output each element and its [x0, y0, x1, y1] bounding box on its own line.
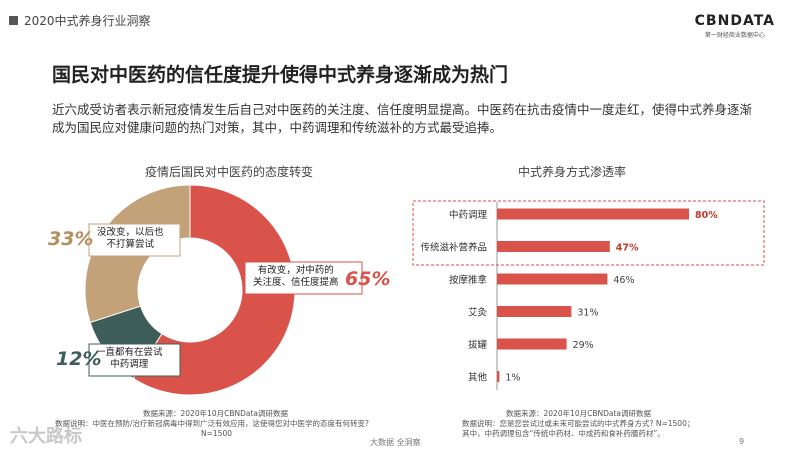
bar-value-label: 31% — [577, 308, 598, 319]
page-title: 国民对中医药的信任度提升使得中式养身逐渐成为热门 — [52, 64, 509, 86]
donut-label-seg1-line1: 一直都有在尝试 — [96, 347, 163, 358]
donut-label-seg2-line2: 不打算尝试 — [106, 239, 155, 250]
section-label: 2020中式养身行业洞察 — [9, 12, 151, 29]
bar-value-label: 80% — [695, 210, 718, 221]
donut-label-seg1: 一直都有在尝试 中药调理 — [96, 347, 163, 371]
bar-category-label: 中药调理 — [449, 209, 488, 221]
bar-chart-title: 中式养身方式渗透率 — [518, 165, 627, 179]
donut-value-seg0: 65% — [345, 268, 391, 290]
bar-category-label: 传统滋补营养品 — [420, 242, 487, 254]
bar-value-label: 29% — [573, 340, 594, 351]
bar-2 — [497, 273, 608, 285]
bar-value-label: 47% — [616, 243, 639, 254]
donut-value-seg1: 12% — [56, 348, 102, 370]
brand-name: CBNDATA — [694, 13, 775, 29]
bar-category-label: 其他 — [468, 372, 488, 384]
footer-left-note: 数据说明：中医在预防/治疗新冠病毒中得到广泛有效应用，这使得您对中医学的态度有何… — [55, 419, 370, 428]
donut-label-seg0: 有改变，对中药的 关注度、信任度提高 — [253, 265, 339, 289]
footer-left-n: N=1500 — [201, 429, 232, 438]
donut-chart-title: 疫情后国民对中医药的态度转变 — [145, 165, 314, 179]
footer-right-note: 数据说明：您是您尝试过或未来可能尝试的中式养身方式? N=1500； — [462, 419, 695, 428]
section-square-icon — [9, 16, 18, 25]
donut-label-box-seg0 — [244, 261, 363, 295]
footer-left-source: 数据来源：2020年10月CBNData调研数据 — [143, 409, 289, 418]
donut-label-seg2: 没改变，以后也 不打算尝试 — [97, 227, 164, 251]
section-label-text: 2020中式养身行业洞察 — [24, 14, 151, 28]
watermark-logo: 六大路标 — [10, 426, 82, 447]
bar-4 — [497, 338, 567, 350]
donut-label-seg0-line1: 有改变，对中药的 — [257, 265, 334, 276]
bar-value-label: 1% — [505, 373, 520, 384]
bar-0 — [497, 208, 689, 220]
bar-value-label: 46% — [613, 275, 634, 286]
footer-right-notes: 数据来源：2020年10月CBNData调研数据 数据说明：您是您尝试过或未来可… — [462, 409, 694, 439]
donut-slice-0 — [132, 184, 296, 396]
donut-label-seg0-line2: 关注度、信任度提高 — [253, 277, 339, 288]
brand-logo: CBNDATA 第一财经商业数据中心 — [695, 13, 775, 39]
page-description: 近六成受访者表示新冠疫情发生后自己对中医药的关注度、信任度明显提高。中医药在抗击… — [52, 102, 753, 135]
bar-1 — [497, 241, 610, 252]
bar-highlight-box — [412, 200, 765, 266]
footer-left-notes: 数据来源：2020年10月CBNData调研数据 数据说明：中医在预防/治疗新冠… — [55, 409, 369, 439]
bar-category-label: 艾灸 — [468, 307, 488, 319]
bar-category-label: 按摩推拿 — [449, 274, 488, 286]
page-number: 9 — [739, 437, 745, 446]
bar-category-label: 拔罐 — [468, 339, 488, 351]
donut-label-box-seg1 — [88, 343, 181, 377]
donut-label-seg1-line2: 中药调理 — [110, 359, 149, 370]
footer-right-note2: 其中，中药调理包含“传统中药材、中成药和食补药膳药材”。 — [462, 429, 665, 438]
donut-label-seg2-line1: 没改变，以后也 — [97, 227, 164, 238]
footer-right-source: 数据来源：2020年10月CBNData调研数据 — [506, 409, 652, 418]
donut-label-box-seg2 — [88, 223, 181, 257]
brand-subtitle: 第一财经商业数据中心 — [704, 32, 765, 39]
donut-value-seg2: 33% — [48, 228, 94, 250]
footer-slogan: 大数据 全洞察 — [370, 438, 421, 447]
bar-3 — [497, 306, 572, 317]
bar-5 — [497, 371, 500, 382]
